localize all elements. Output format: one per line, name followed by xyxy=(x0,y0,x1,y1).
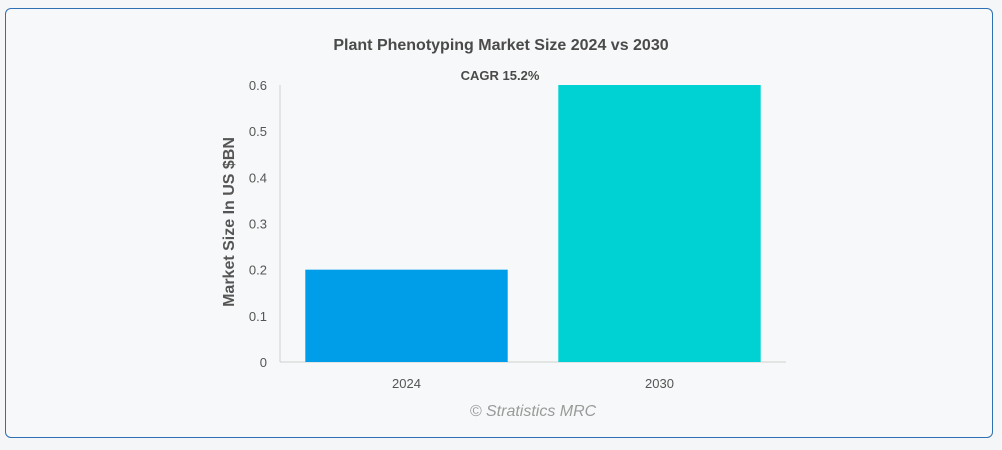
y-tick-label: 0.5 xyxy=(249,124,267,139)
y-axis-label: Market Size In US $BN xyxy=(221,137,238,307)
y-axis-ticks: 0 0.1 0.2 0.3 0.4 0.5 0.6 xyxy=(249,78,267,370)
x-tick-label: 2024 xyxy=(392,376,421,391)
y-tick-label: 0 xyxy=(260,355,267,370)
bar-2030 xyxy=(558,85,761,362)
y-tick-label: 0.6 xyxy=(249,78,267,93)
y-tick-label: 0.4 xyxy=(249,170,267,185)
chart-frame xyxy=(5,8,993,438)
x-tick-label: 2030 xyxy=(645,376,674,391)
y-tick-label: 0.3 xyxy=(249,217,267,232)
bars xyxy=(305,85,761,362)
cagr-annotation: CAGR 15.2% xyxy=(461,68,540,83)
y-tick-label: 0.2 xyxy=(249,263,267,278)
chart-title: Plant Phenotyping Market Size 2024 vs 20… xyxy=(333,37,668,54)
bar-2024 xyxy=(305,269,508,362)
y-tick-label: 0.1 xyxy=(249,309,267,324)
watermark: © Stratistics MRC xyxy=(470,403,597,420)
x-axis-ticks: 2024 2030 xyxy=(392,376,674,391)
